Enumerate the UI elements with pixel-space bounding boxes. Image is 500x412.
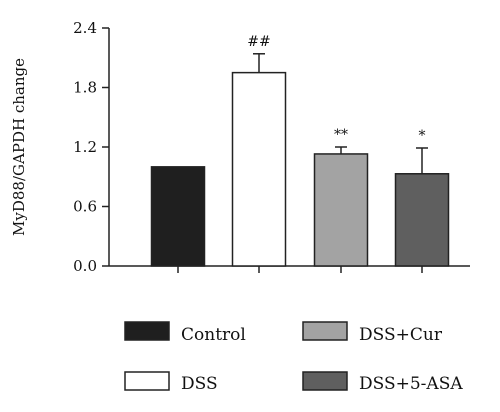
bar-control xyxy=(150,166,206,267)
y-tick-label: 0.6 xyxy=(73,198,97,216)
y-axis: 0.0 0.6 1.2 1.8 2.4 xyxy=(73,19,110,275)
bars: ##** * xyxy=(150,34,450,267)
legend: Control DSS DSS+Cur DSS+5-ASA xyxy=(124,321,463,394)
legend-label: DSS+Cur xyxy=(359,325,443,345)
significance-marker: ** xyxy=(334,127,348,143)
x-axis xyxy=(109,265,470,273)
bar-dss xyxy=(231,71,287,267)
bar-dss-cur xyxy=(313,153,369,267)
y-tick-label: 0.0 xyxy=(73,257,97,275)
legend-label: DSS+5-ASA xyxy=(359,374,463,394)
legend-label: DSS xyxy=(181,374,218,394)
bar-dss-5-asa xyxy=(394,173,450,267)
legend-swatch xyxy=(124,371,170,391)
legend-swatch xyxy=(124,321,170,341)
significance-marker: ## xyxy=(247,34,270,50)
y-axis-title: MyD88/GAPDH change xyxy=(10,58,28,236)
legend-label: Control xyxy=(181,325,246,345)
legend-swatch xyxy=(302,371,348,391)
legend-swatch xyxy=(302,321,348,341)
significance-marker: * xyxy=(419,128,426,144)
y-tick-label: 1.2 xyxy=(73,138,97,156)
y-tick-label: 1.8 xyxy=(73,79,97,97)
y-tick-label: 2.4 xyxy=(73,19,97,37)
